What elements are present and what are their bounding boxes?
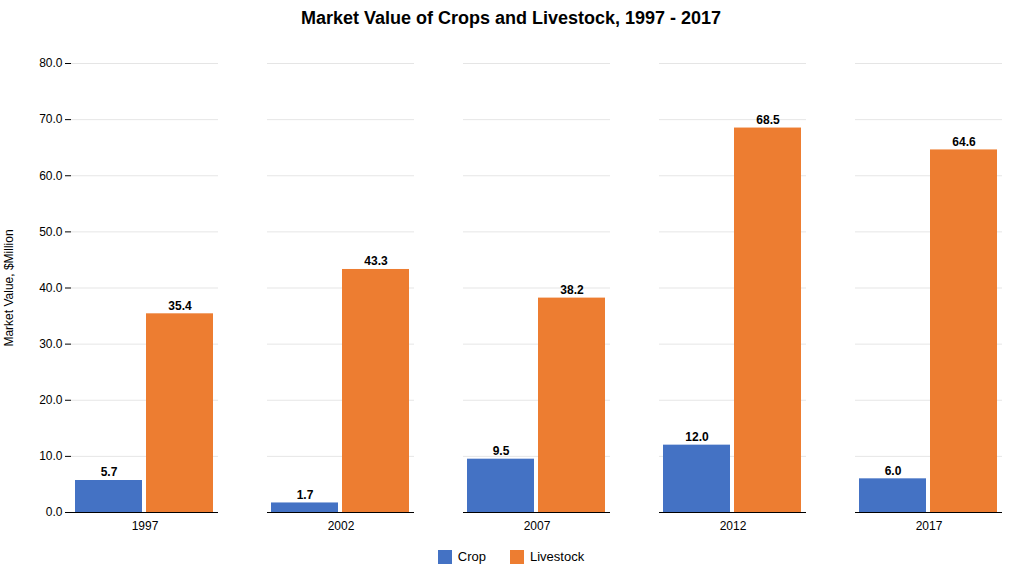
html-text:Market Value of Crops and Live: Market Value of Crops and Livestock, 199… xyxy=(300,8,722,28)
svg-text:12.0: 12.0 xyxy=(685,430,709,444)
svg-text:64.6: 64.6 xyxy=(952,135,976,149)
svg-text:1.7: 1.7 xyxy=(297,488,314,502)
svg-text:40.0: 40.0 xyxy=(39,281,63,295)
svg-text:60.0: 60.0 xyxy=(39,169,63,183)
html-text:Livestock: Livestock xyxy=(530,549,585,564)
svg-text:0.0: 0.0 xyxy=(46,505,63,519)
svg-text:2017: 2017 xyxy=(916,519,943,533)
svg-text:5.7: 5.7 xyxy=(101,465,118,479)
svg-text:6.0: 6.0 xyxy=(885,464,902,478)
svg-text:2012: 2012 xyxy=(720,519,747,533)
html-text:Crop: Crop xyxy=(457,549,486,564)
svg-text:35.4: 35.4 xyxy=(168,299,192,313)
svg-text:1997: 1997 xyxy=(132,519,159,533)
svg-text:Market Value, $Million: Market Value, $Million xyxy=(2,229,16,346)
svg-text:80.0: 80.0 xyxy=(39,56,63,70)
svg-text:43.3: 43.3 xyxy=(364,254,388,268)
svg-text:68.5: 68.5 xyxy=(756,113,780,127)
svg-text:10.0: 10.0 xyxy=(39,449,63,463)
svg-text:2007: 2007 xyxy=(524,519,551,533)
svg-text:2002: 2002 xyxy=(328,519,355,533)
svg-text:70.0: 70.0 xyxy=(39,112,63,126)
svg-text:9.5: 9.5 xyxy=(493,444,510,458)
svg-text:30.0: 30.0 xyxy=(39,337,63,351)
svg-text:38.2: 38.2 xyxy=(560,283,584,297)
svg-text:50.0: 50.0 xyxy=(39,225,63,239)
svg-text:20.0: 20.0 xyxy=(39,393,63,407)
